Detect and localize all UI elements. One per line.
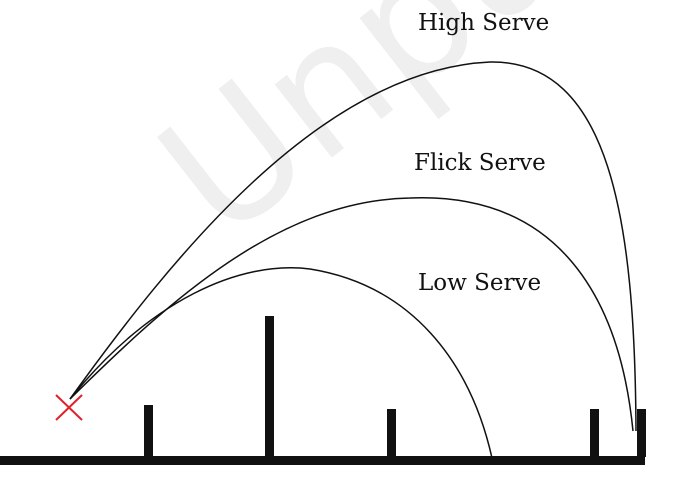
serve-start-marker	[55, 394, 83, 421]
marker-stroke-2	[55, 394, 83, 421]
pole-5	[637, 409, 646, 457]
high-serve-trajectory	[69, 61, 637, 432]
flick-serve-label: Flick Serve	[414, 150, 546, 176]
high-serve-label: High Serve	[418, 10, 550, 36]
pole-4	[590, 409, 599, 457]
low-serve-trajectory	[69, 267, 493, 459]
low-serve-label: Low Serve	[418, 270, 542, 296]
pole-3	[387, 409, 396, 457]
serve-trajectories	[69, 61, 637, 459]
net-pole	[265, 316, 274, 457]
flick-serve-trajectory	[69, 197, 634, 432]
court-floor	[0, 456, 645, 465]
pole-1	[144, 405, 153, 457]
court-floor-and-poles	[0, 316, 646, 465]
